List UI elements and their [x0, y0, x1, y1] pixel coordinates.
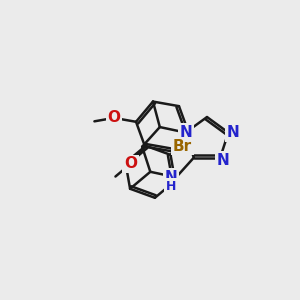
- Text: N: N: [217, 153, 230, 168]
- Text: Br: Br: [173, 139, 192, 154]
- Text: N: N: [179, 125, 192, 140]
- Text: O: O: [107, 110, 120, 125]
- Text: N: N: [164, 170, 177, 185]
- Text: O: O: [124, 156, 137, 171]
- Text: H: H: [166, 180, 176, 193]
- Text: N: N: [227, 125, 240, 140]
